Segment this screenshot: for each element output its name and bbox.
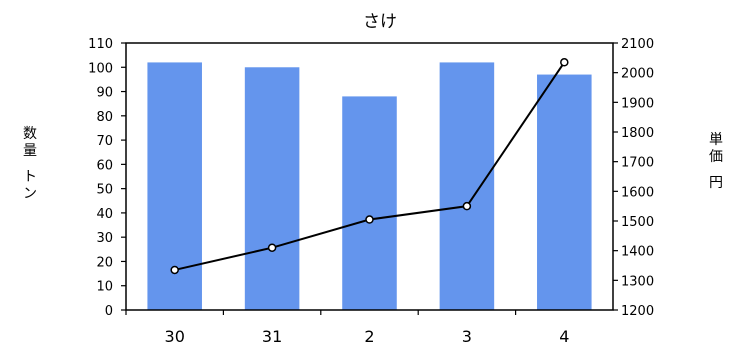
left-tick-label: 90 bbox=[96, 86, 113, 101]
right-tick-label: 1300 bbox=[621, 274, 654, 289]
category-label: 2 bbox=[364, 327, 374, 346]
category-label: 3 bbox=[462, 327, 472, 346]
category-label: 30 bbox=[165, 327, 185, 346]
left-tick-label: 30 bbox=[96, 231, 113, 246]
left-axis: 0 10 20 30 40 50 60 70 80 90 100 110 bbox=[88, 37, 126, 319]
left-tick-label: 10 bbox=[96, 280, 113, 295]
axis-label-char: ト bbox=[23, 169, 37, 185]
right-axis-label: 単価円 bbox=[709, 132, 723, 191]
right-axis: 1200 1300 1400 1500 1600 1700 1800 1900 2000 2100 bbox=[613, 37, 654, 319]
bar-2 bbox=[342, 96, 397, 311]
axis-label-char: 価 bbox=[709, 149, 723, 165]
plot-area bbox=[125, 42, 614, 311]
left-tick-label: 40 bbox=[96, 207, 113, 222]
left-tick-label: 80 bbox=[96, 110, 113, 125]
left-tick-label: 110 bbox=[88, 37, 113, 52]
right-tick-label: 1200 bbox=[621, 304, 654, 319]
axis-label-char: 円 bbox=[709, 175, 723, 191]
bar-3 bbox=[439, 62, 495, 310]
right-tick-label: 1800 bbox=[621, 126, 654, 141]
left-tick-label: 0 bbox=[105, 304, 113, 319]
price-point-31 bbox=[267, 243, 277, 252]
right-tick-label: 1700 bbox=[621, 156, 654, 171]
right-tick-label: 1900 bbox=[621, 96, 654, 111]
left-tick-label: 20 bbox=[96, 255, 113, 270]
chart-title: さけ bbox=[363, 12, 397, 32]
left-tick-label: 70 bbox=[96, 134, 113, 149]
right-tick-label: 1600 bbox=[621, 185, 654, 200]
left-tick-label: 50 bbox=[96, 183, 113, 198]
axis-label-char: 単 bbox=[709, 132, 723, 148]
price-point-30 bbox=[170, 265, 179, 275]
category-label: 4 bbox=[559, 327, 569, 346]
left-tick-label: 100 bbox=[88, 61, 113, 76]
axis-label-char: 量 bbox=[23, 143, 37, 159]
right-tick-label: 2000 bbox=[621, 67, 654, 82]
right-tick-label: 2100 bbox=[621, 37, 654, 52]
right-tick-label: 1500 bbox=[621, 215, 654, 230]
bar-4 bbox=[537, 74, 592, 311]
price-point-2 bbox=[365, 215, 374, 224]
category-label: 31 bbox=[262, 327, 282, 346]
axis-label-char: 数 bbox=[23, 126, 37, 142]
axis-label-char: ン bbox=[23, 186, 37, 202]
price-point-3 bbox=[462, 201, 472, 211]
left-tick-label: 60 bbox=[96, 158, 113, 173]
bar-31 bbox=[244, 67, 300, 310]
price-point-4 bbox=[560, 58, 569, 67]
plot-frame bbox=[125, 42, 614, 311]
x-axis: 30 31 2 3 4 bbox=[125, 310, 569, 346]
right-tick-label: 1400 bbox=[621, 245, 654, 260]
